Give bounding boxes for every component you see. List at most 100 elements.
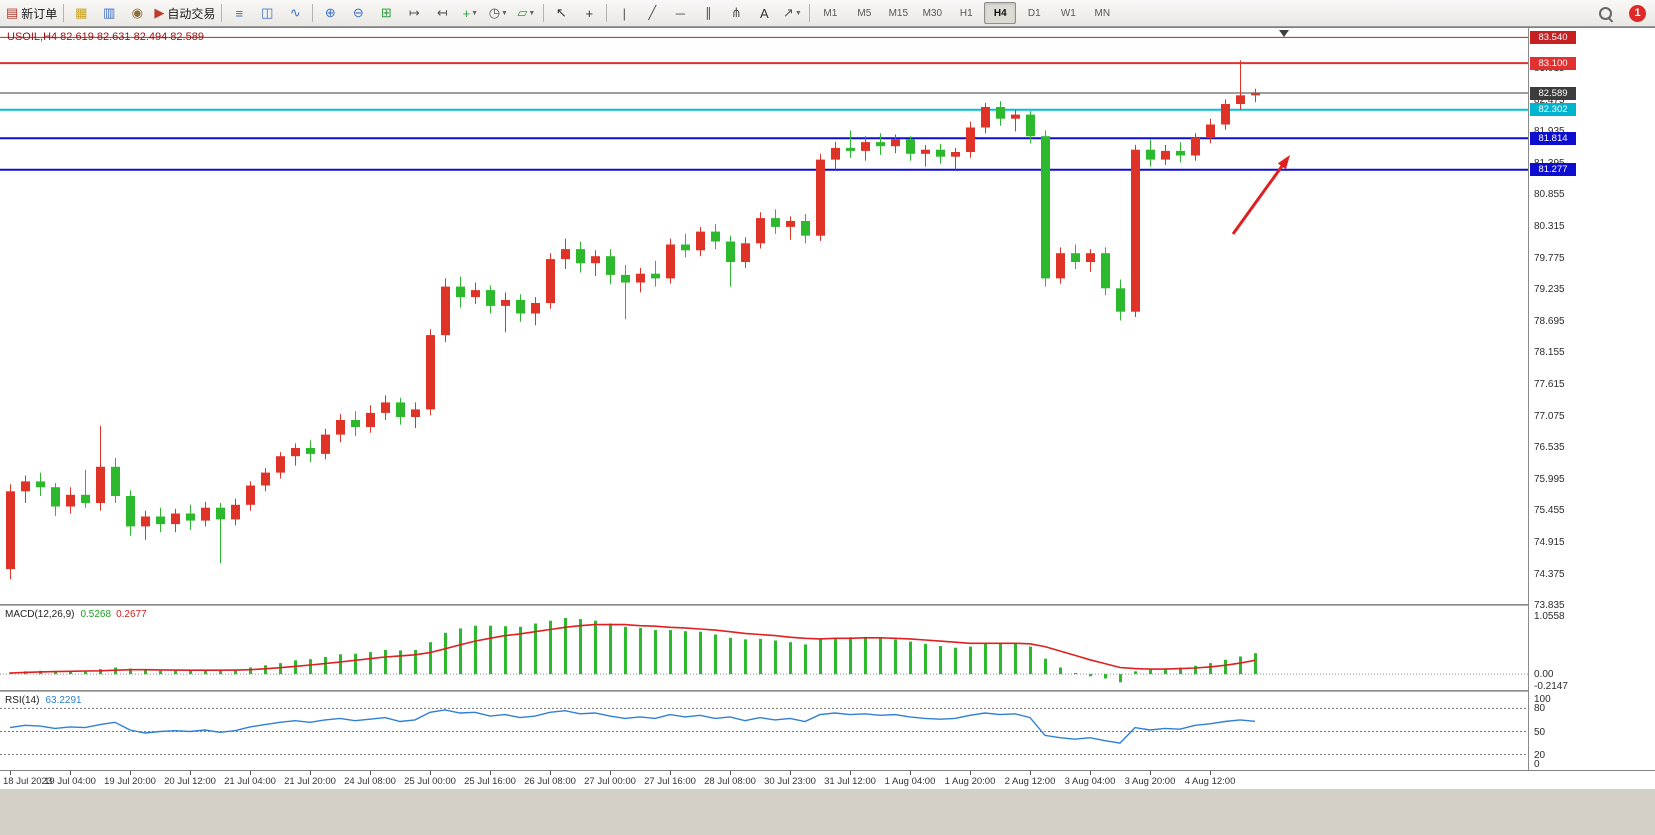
trendline-button[interactable]: ╱	[638, 1, 666, 25]
price-tag: 81.814	[1530, 132, 1576, 145]
autotrading-button[interactable]: ▶ 自动交易	[151, 1, 218, 25]
toolbar-separator	[221, 4, 223, 22]
price-axis-label: 80.315	[1534, 221, 1565, 232]
trend-arrow-annotation[interactable]	[1231, 155, 1290, 235]
time-axis-label: 2 Aug 12:00	[1004, 776, 1056, 787]
timeframe-m30[interactable]: M30	[922, 7, 943, 19]
timeframe-d1[interactable]: D1	[1027, 7, 1041, 19]
rsi-axis-label: 80	[1534, 703, 1546, 714]
timeframe-m5[interactable]: M5	[857, 7, 872, 19]
toolbar: ▤ 新订单 ▦ ▥ ◉ ▶ 自动交易 ≡ ◫ ∿ ⊕ ⊖ ⊞ ↦ ↤ + ▼ ◷ ▼ ▱ ▼ ↖ + | ╱ ─ ∥ ⋔ A ↗ ▼ M1 M…	[0, 0, 1655, 27]
macd-label: MACD(12,26,9) 0.5268 0.2677	[5, 609, 147, 620]
price-tag: 81.277	[1530, 163, 1576, 176]
panel-splitter-rsi[interactable]	[0, 690, 1655, 692]
price-axis-label: 80.855	[1534, 189, 1565, 200]
price-tag: 82.589	[1530, 87, 1576, 100]
andrews-pitchfork-icon: ⋔	[730, 5, 742, 20]
periods-button[interactable]: ◷ ▼	[484, 1, 512, 25]
dropdown-caret-icon: ▼	[501, 9, 508, 17]
timeframe-w1[interactable]: W1	[1060, 7, 1076, 19]
price-axis-label: 74.915	[1534, 537, 1565, 548]
zoom-out-icon: ⊖	[352, 5, 364, 20]
price-axis[interactable]: 83.01582.47581.93581.39580.85580.31579.7…	[1529, 28, 1655, 770]
line-chart-button[interactable]: ∿	[281, 1, 309, 25]
periods-icon: ◷	[488, 5, 501, 20]
search-icon	[1598, 6, 1612, 20]
arrows-button[interactable]: ↗ ▼	[778, 1, 806, 25]
search-button[interactable]	[1591, 1, 1619, 25]
text-label-button[interactable]: A	[750, 1, 778, 25]
time-axis-label: 1 Aug 04:00	[884, 776, 936, 787]
price-axis-label: 73.835	[1534, 600, 1565, 611]
notification-badge[interactable]: 1	[1629, 4, 1646, 22]
new-order-button[interactable]: ▤ 新订单	[3, 1, 60, 25]
candlestick-chart-icon: ◫	[261, 5, 274, 20]
auto-scroll-button[interactable]: ↦	[400, 1, 428, 25]
timeframe-mn[interactable]: MN	[1094, 7, 1111, 19]
equidistant-channel-button[interactable]: ∥	[694, 1, 722, 25]
time-axis-label: 1 Aug 20:00	[944, 776, 996, 787]
macd-canvas[interactable]	[0, 606, 1528, 690]
andrews-pitchfork-button[interactable]: ⋔	[722, 1, 750, 25]
time-axis-tick	[730, 771, 731, 775]
price-axis-label: 78.155	[1534, 347, 1565, 358]
timeframe-h4[interactable]: H4	[984, 2, 1017, 24]
time-axis-tick	[190, 771, 191, 775]
price-axis-label: 74.375	[1534, 569, 1565, 580]
data-window-icon: ▥	[103, 5, 116, 20]
chart-shift-button[interactable]: ↤	[428, 1, 456, 25]
tile-windows-button[interactable]: ⊞	[372, 1, 400, 25]
timeframe-m1[interactable]: M1	[823, 7, 838, 19]
candlestick-chart-button[interactable]: ◫	[253, 1, 281, 25]
macd-axis-label: -0.2147	[1534, 681, 1568, 692]
macd-axis-label: 0.00	[1534, 669, 1554, 680]
price-axis-label: 81.935	[1534, 126, 1565, 137]
panel-splitter-macd[interactable]	[0, 604, 1655, 606]
main-chart-canvas[interactable]	[0, 28, 1528, 604]
price-axis-label: 77.615	[1534, 379, 1565, 390]
bar-chart-button[interactable]: ≡	[225, 1, 253, 25]
text-label-icon: A	[759, 5, 769, 21]
price-axis-label: 79.775	[1534, 253, 1565, 264]
zoom-out-button[interactable]: ⊖	[344, 1, 372, 25]
time-axis[interactable]: 18 Jul 2023 19 Jul 04:00 19 Jul 20:00 20 Ju…	[0, 770, 1655, 789]
dropdown-caret-icon: ▼	[794, 9, 802, 17]
zoom-in-button[interactable]: ⊕	[316, 1, 344, 25]
candles-layer	[6, 60, 1260, 580]
cursor-button[interactable]: ↖	[547, 1, 575, 25]
dropdown-caret-icon: ▼	[471, 9, 479, 17]
time-axis-tick	[550, 771, 551, 775]
time-axis-tick	[1030, 771, 1031, 775]
time-axis-label: 19 Jul 04:00	[44, 776, 96, 787]
chart-title: USOIL,H4 82.619 82.631 82.494 82.589	[7, 31, 204, 43]
market-watch-button[interactable]: ▦	[67, 1, 95, 25]
templates-button[interactable]: ▱ ▼	[512, 1, 540, 25]
time-axis-label: 30 Jul 23:00	[764, 776, 816, 787]
horizontal-line-button[interactable]: ─	[666, 1, 694, 25]
toolbar-separator	[63, 4, 65, 22]
time-axis-label: 18 Jul 2023	[3, 776, 53, 787]
price-tag: 83.100	[1530, 57, 1576, 70]
timeframe-h1[interactable]: H1	[959, 7, 973, 19]
time-axis-label: 20 Jul 12:00	[164, 776, 216, 787]
data-window-button[interactable]: ▥	[95, 1, 123, 25]
equidistant-channel-icon: ∥	[705, 5, 712, 20]
rsi-canvas[interactable]	[0, 693, 1528, 770]
time-axis-tick	[1150, 771, 1151, 775]
crosshair-button[interactable]: +	[575, 1, 603, 25]
chart-shift-marker[interactable]	[1279, 30, 1289, 37]
trendline-icon: ╱	[648, 5, 657, 20]
indicators-button[interactable]: + ▼	[456, 1, 484, 25]
time-axis-tick	[490, 771, 491, 775]
time-axis-tick	[310, 771, 311, 775]
toolbar-separator	[312, 4, 314, 22]
market-watch-icon: ▦	[75, 5, 88, 20]
rsi-axis-label: 20	[1534, 750, 1546, 761]
autotrading-label: 自动交易	[167, 6, 216, 21]
toolbar-separator	[809, 4, 811, 22]
navigator-button[interactable]: ◉	[123, 1, 151, 25]
timeframe-m15[interactable]: M15	[888, 7, 909, 19]
timeframe-toolbar: M1 M5 M15 M30 H1 H4 D1 W1 MN	[813, 2, 1119, 24]
vertical-line-button[interactable]: |	[610, 1, 638, 25]
